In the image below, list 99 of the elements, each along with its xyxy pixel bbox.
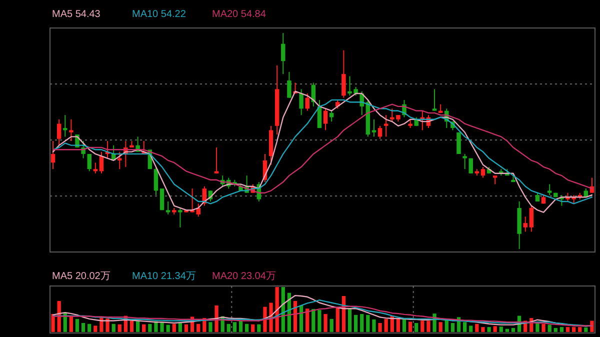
bar [136,321,140,332]
bar [548,324,552,332]
candlestick [468,158,473,174]
bar [572,327,576,332]
text: MA5 20.02万 [52,271,110,282]
bar [590,320,594,332]
bar [94,326,98,332]
bar [130,320,134,332]
candlestick [305,92,310,112]
bar [462,322,467,332]
bar [384,318,388,332]
bar [196,324,200,332]
candlestick [154,166,158,196]
bar [450,323,455,332]
bar [184,324,188,332]
bar [336,308,340,332]
bar [554,328,558,332]
text: MA10 54.22 [132,9,186,20]
candlestick [547,184,552,196]
bar [469,326,473,332]
bar [396,318,400,332]
bar [426,320,430,332]
bar [584,328,588,332]
candlestick [56,118,62,146]
candlestick [69,118,74,142]
bar [402,318,406,332]
bar [348,308,352,332]
candlestick [384,114,388,138]
bar [499,326,503,332]
candlestick [462,153,467,170]
bar [88,324,92,332]
candlestick [432,88,437,112]
bar [178,323,182,332]
bar [232,322,237,332]
candlestick [372,118,376,138]
candlestick [118,151,122,170]
bar [560,327,564,332]
candlestick [299,88,304,116]
bar [330,318,334,332]
bar [306,308,310,332]
bar [318,310,322,332]
bar [172,324,176,332]
candlestick [323,108,328,131]
bar [238,320,243,332]
bar [372,319,376,332]
candlestick [166,200,170,215]
bar [475,324,479,332]
candlestick [456,132,461,154]
bar [312,309,316,332]
bar [257,324,261,332]
bar [566,327,570,332]
candlestick [342,50,346,98]
candlestick [50,140,56,170]
bar [414,323,418,332]
bar [263,306,267,332]
candlestick [523,216,528,232]
bar [251,324,255,332]
bar [208,322,212,332]
candlestick [214,146,219,174]
bar [354,314,358,332]
text: MA20 54.84 [212,9,266,20]
bar [487,327,491,332]
bar [160,322,164,332]
candlestick [287,71,292,98]
bar [75,318,80,332]
bar [420,320,424,332]
candlestick [378,125,382,140]
bar [408,322,412,332]
candlestick [281,32,286,75]
bar [324,314,328,332]
bar [438,322,442,332]
bar [493,326,497,332]
candlestick [160,188,164,211]
bar [142,324,146,332]
bar [166,324,170,332]
bar [481,327,485,332]
bar [505,328,510,332]
bar [378,323,382,332]
bar [112,324,116,332]
bar [154,321,158,332]
candlestick [178,207,182,228]
candlestick [480,166,486,178]
bar [511,328,516,332]
bar [148,324,152,332]
bar [366,314,370,332]
candlestick [87,153,92,172]
bar [360,314,364,332]
bar [578,327,582,332]
candlestick [63,114,68,138]
text: MA5 54.43 [52,9,101,20]
bar [81,323,86,332]
bar [226,324,230,332]
candlestick [529,205,534,232]
bar [214,305,218,332]
text: MA20 23.04万 [212,271,276,282]
bar [118,324,122,332]
text: MA10 21.34万 [132,271,196,282]
bar [542,324,546,332]
bar [244,324,249,332]
